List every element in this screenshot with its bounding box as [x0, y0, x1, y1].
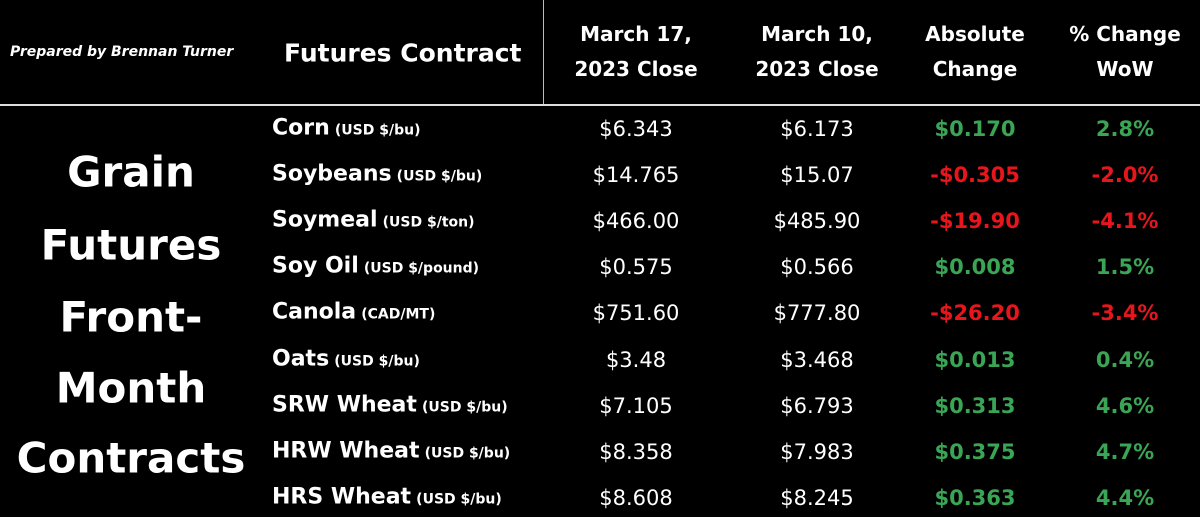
- price-cell: $485.90: [773, 209, 861, 234]
- header-line: Absolute: [925, 22, 1025, 46]
- price-cell: $3.468: [780, 347, 854, 372]
- contract-name: Soymeal (USD $/ton): [272, 208, 475, 233]
- price-cell: $3.48: [605, 347, 667, 372]
- unit: (USD $/ton): [382, 214, 475, 231]
- contract-name: SRW Wheat (USD $/bu): [272, 392, 508, 417]
- price-cell: $7.983: [780, 439, 854, 464]
- contract: SRW Wheat: [272, 392, 417, 418]
- contract-name: Soy Oil (USD $/pound): [272, 254, 479, 279]
- change-cell: 2.8%: [1095, 117, 1155, 141]
- change-cell: 0.4%: [1095, 347, 1155, 372]
- change-cell: $0.375: [934, 439, 1016, 464]
- change-cell: 4.4%: [1095, 485, 1155, 510]
- unit: (USD $/bu): [334, 122, 421, 139]
- change-cell: -$0.305: [930, 163, 1020, 188]
- price-cell: $466.00: [592, 209, 680, 234]
- contract-name: HRS Wheat (USD $/bu): [272, 484, 502, 509]
- change-cell: $0.008: [934, 255, 1016, 280]
- price-cell: $6.343: [599, 117, 673, 141]
- price-cell: $751.60: [592, 301, 680, 326]
- column-header: Futures Contract: [284, 38, 522, 68]
- header-line: March 10,: [761, 22, 873, 46]
- contract-name: Soybeans (USD $/bu): [272, 162, 482, 187]
- contract-name: Corn (USD $/bu): [272, 116, 420, 141]
- header-line: 2023 Close: [755, 57, 879, 81]
- unit: (USD $/bu): [424, 445, 511, 462]
- price-cell: $8.245: [780, 485, 854, 510]
- contract-name: Oats (USD $/bu): [272, 346, 420, 371]
- contract: Soymeal: [272, 207, 378, 233]
- change-cell: $0.013: [934, 347, 1016, 372]
- price-cell: $8.358: [599, 439, 673, 464]
- price-cell: $0.566: [780, 255, 854, 280]
- price-cell: $6.793: [780, 393, 854, 418]
- change-cell: -4.1%: [1091, 209, 1159, 234]
- header-line: Change: [932, 57, 1018, 81]
- header-line: WoW: [1096, 57, 1154, 81]
- header-line: 2023 Close: [574, 57, 698, 81]
- price-cell: $15.07: [780, 163, 854, 188]
- contract-name: HRW Wheat (USD $/bu): [272, 438, 510, 463]
- divider: [0, 104, 1200, 106]
- header-line: March 17,: [580, 22, 692, 46]
- price-cell: $0.575: [599, 255, 673, 280]
- change-cell: 4.6%: [1095, 393, 1155, 418]
- change-cell: $0.170: [934, 117, 1016, 141]
- price-cell: $777.80: [773, 301, 861, 326]
- side-title: Contracts: [16, 433, 246, 483]
- unit: (USD $/pound): [363, 260, 480, 277]
- change-cell: -$26.20: [930, 301, 1020, 326]
- change-cell: -3.4%: [1091, 301, 1159, 326]
- price-cell: $7.105: [599, 393, 673, 418]
- change-cell: 1.5%: [1095, 255, 1155, 280]
- change-cell: -$19.90: [930, 209, 1020, 234]
- side-title: Month: [55, 363, 207, 413]
- column-header: March 10, 2023 Close: [755, 17, 878, 87]
- contract: Oats: [272, 346, 330, 371]
- unit: (CAD/MT): [361, 306, 436, 323]
- column-header: % Change WoW: [1069, 17, 1181, 87]
- column-header: Absolute Change: [925, 17, 1025, 87]
- contract: HRS Wheat: [272, 484, 412, 510]
- change-cell: $0.363: [934, 485, 1016, 510]
- column-header: March 17, 2023 Close: [574, 17, 697, 87]
- unit: (USD $/bu): [396, 168, 483, 185]
- contract: HRW Wheat: [272, 438, 420, 464]
- side-title: Grain: [67, 147, 195, 197]
- price-cell: $8.608: [599, 485, 673, 510]
- change-cell: 4.7%: [1095, 439, 1155, 464]
- contract: Canola: [272, 299, 357, 325]
- change-cell: -2.0%: [1091, 163, 1159, 188]
- unit: (USD $/bu): [416, 491, 502, 508]
- side-title: Front-: [59, 292, 203, 342]
- header-line: % Change: [1069, 22, 1181, 46]
- price-cell: $6.173: [780, 117, 854, 141]
- unit: (USD $/bu): [334, 353, 420, 369]
- author-note: Prepared by Brennan Turner: [10, 44, 234, 60]
- contract: Soy Oil: [272, 253, 359, 279]
- contract: Corn: [272, 115, 330, 141]
- change-cell: $0.313: [934, 393, 1016, 418]
- contract: Soybeans: [272, 161, 392, 187]
- side-title: Futures: [40, 220, 222, 270]
- unit: (USD $/bu): [422, 399, 508, 416]
- divider: [543, 0, 544, 104]
- price-cell: $14.765: [592, 163, 680, 188]
- contract-name: Canola (CAD/MT): [272, 300, 435, 325]
